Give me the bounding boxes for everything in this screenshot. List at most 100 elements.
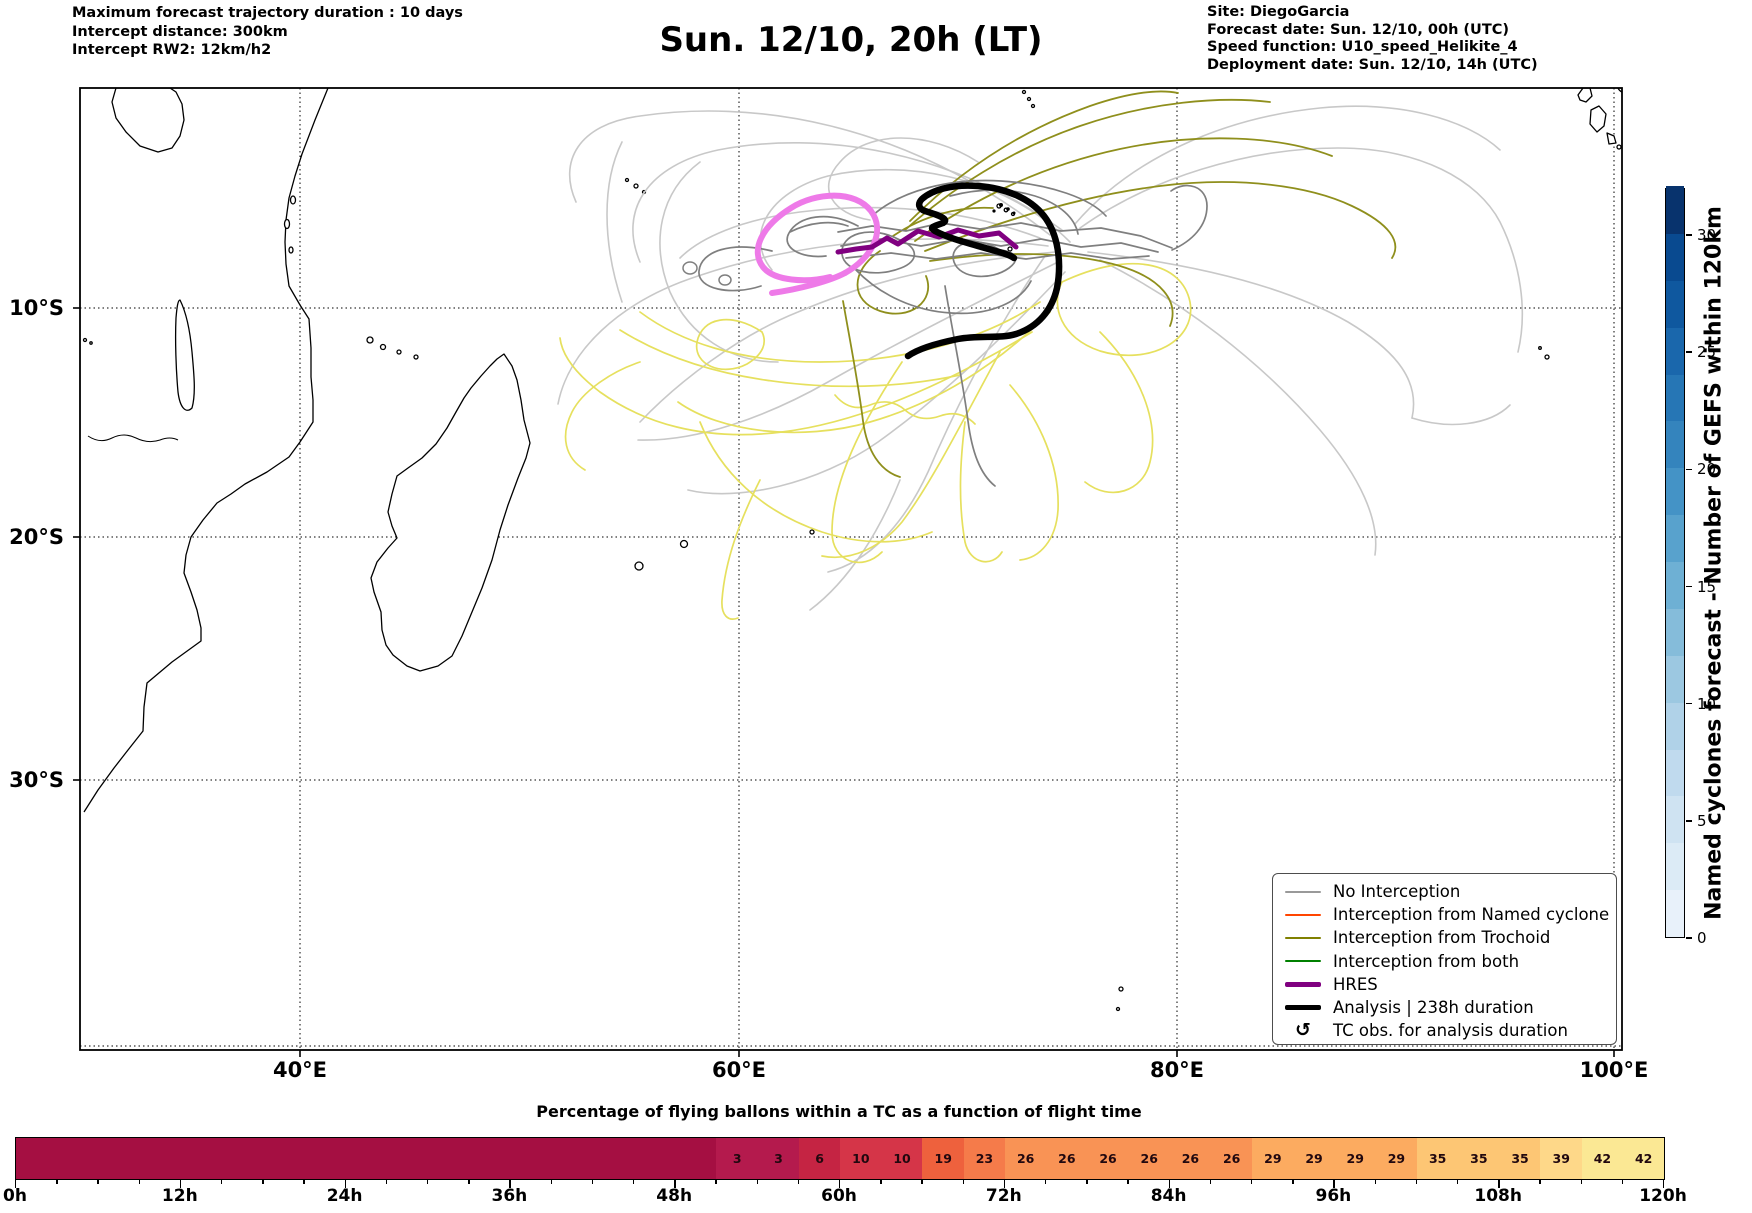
siberut-island: [1589, 105, 1607, 133]
legend-label: Interception from Trochoid: [1333, 928, 1551, 948]
header-left-line-1: Maximum forecast trajectory duration : 1…: [72, 5, 463, 21]
trajectory-no-interception-light: [827, 255, 1046, 573]
trajectory-trochoid-olive: [842, 300, 901, 478]
reunion-island: [634, 561, 644, 571]
bottom-bar-cell: 23: [963, 1138, 1006, 1179]
bottom-bar-cell-value: 35: [1428, 1151, 1447, 1166]
trajectory-no-interception-dark: [682, 261, 698, 275]
legend-row: HRES: [1285, 973, 1606, 996]
bottom-bar-tick: [221, 1179, 223, 1184]
bottom-bar-tick: [674, 1179, 676, 1188]
header-left: Maximum forecast trajectory duration : 1…: [72, 4, 463, 60]
bottom-bar-cell: [386, 1138, 429, 1179]
bottom-bar-cell: 35: [1416, 1138, 1459, 1179]
legend-label: TC obs. for analysis duration: [1333, 1021, 1568, 1041]
amsterdam-island: [1118, 986, 1124, 992]
hour-tick-label: 48h: [656, 1186, 693, 1206]
colorbar-tick: [1686, 234, 1692, 236]
tc-obs-icon: ↺: [1285, 1021, 1321, 1040]
bottom-bar-cell: 42: [1581, 1138, 1624, 1179]
header-right: Site: DiegoGarcia Forecast date: Sun. 12…: [1207, 4, 1538, 74]
bottom-bar-cell: 35: [1458, 1138, 1500, 1179]
colorbar-tick-label: 10: [1697, 694, 1717, 713]
bottom-bar-cell: [139, 1138, 182, 1179]
rotate-ccw-icon: ↺: [1295, 1019, 1311, 1042]
colorbar-title: Named cyclones forecast - Number of GEFS…: [1701, 206, 1727, 920]
bottom-bar-cell: [510, 1138, 553, 1179]
legend-label: HRES: [1333, 974, 1378, 994]
bottom-bar-cell: 39: [1540, 1138, 1583, 1179]
page-title: Sun. 12/10, 20h (LT): [659, 20, 1043, 60]
bottom-bar-tick: [1209, 1179, 1212, 1184]
colorbar-segment: [1666, 467, 1684, 516]
colorbar-segment: [1666, 561, 1684, 609]
map-frame: [79, 87, 1623, 1051]
bottom-bar-cell-value: 6: [815, 1151, 824, 1166]
legend-label: No Interception: [1333, 882, 1461, 902]
hour-tick-label: 120h: [1639, 1186, 1687, 1206]
colorbar-tick-label: 15: [1697, 577, 1717, 596]
bottom-bar-cell-value: 29: [1305, 1151, 1323, 1166]
legend-line-sample: [1285, 890, 1321, 893]
trajectory-no-interception-dark: [855, 269, 1032, 315]
trajectory-extra-track-magenta: [754, 192, 881, 284]
legend-label: Interception from both: [1333, 951, 1520, 971]
colorbar-segment: [1666, 889, 1684, 937]
colorbar-segment: [1666, 514, 1684, 562]
trajectory-no-interception-dark: [944, 285, 996, 487]
bottom-bar-tick: [1374, 1179, 1376, 1184]
bottom-bar-tick: [962, 1179, 964, 1184]
bottom-bar-tick: [1003, 1179, 1006, 1188]
bottom-bar-cell-value: 26: [1016, 1151, 1035, 1166]
bottom-bar-cell-value: 10: [893, 1151, 911, 1166]
colorbar-segment: [1666, 702, 1684, 750]
colorbar-segment: [1666, 842, 1684, 891]
header-left-line-3: Intercept RW2: 12km/h2: [72, 42, 272, 58]
colorbar-tick-label: 20: [1697, 460, 1717, 479]
trajectory-trochoid-yellow: [559, 331, 1033, 436]
trajectory-no-interception-light: [1087, 251, 1415, 419]
trajectory-no-interception-light: [659, 161, 779, 363]
bottom-bar-cell: [428, 1138, 470, 1179]
bottom-bar-tick: [1415, 1179, 1418, 1184]
bottom-bar-tick: [97, 1179, 99, 1184]
zanzibar-island: [283, 218, 291, 230]
trajectory-trochoid-yellow: [1009, 384, 1059, 561]
trajectory-trochoid-yellow: [639, 301, 1041, 363]
bottom-bar-tick: [1539, 1179, 1541, 1184]
bottom-bar-tick: [1086, 1179, 1088, 1184]
legend-label: Interception from Named cyclone: [1333, 905, 1610, 925]
trajectory-no-interception-light: [568, 110, 1051, 236]
bottom-bar-cell-value: 42: [1634, 1151, 1653, 1166]
hour-tick-label: 36h: [491, 1186, 528, 1206]
trajectory-no-interception-dark: [871, 179, 1107, 217]
bottom-bar-cell: 6: [798, 1138, 841, 1179]
mafia-island: [288, 246, 294, 254]
trajectory-trochoid-yellow: [959, 421, 1003, 563]
bottom-bar-cell: [263, 1138, 305, 1179]
bottom-bar-cell: 26: [1004, 1138, 1047, 1179]
colorbar-tick: [1686, 468, 1692, 471]
bottom-bar-cell: [469, 1138, 511, 1179]
legend-row: ↺ TC obs. for analysis duration: [1285, 1019, 1606, 1042]
bottom-bar-cell: 3: [716, 1138, 759, 1179]
bottom-bar-cell-value: 26: [1222, 1151, 1241, 1166]
bottom-bar: 3 3 6 10 10 19 23 26 26 26 26 26 26 29 29 29 29 35 35 35 39 4…: [15, 1137, 1665, 1180]
colorbar-tick: [1686, 820, 1692, 822]
bottom-bar-cell: 26: [1046, 1138, 1088, 1179]
africa-coastline: [83, 88, 329, 813]
bottom-bar-tick: [1251, 1179, 1253, 1184]
hour-tick-label: 12h: [161, 1186, 198, 1206]
zambezi-river: [87, 434, 179, 443]
bottom-bar-tick: [797, 1179, 800, 1184]
trajectory-trochoid-yellow: [619, 329, 961, 388]
legend-line-sample: [1285, 1005, 1321, 1011]
bottom-bar-tick: [303, 1179, 305, 1184]
colorbar-segment: [1666, 233, 1684, 281]
pagai-island: [1616, 144, 1622, 150]
bottom-bar-tick: [756, 1179, 758, 1184]
colorbar-segment: [1666, 795, 1684, 844]
trajectory-no-interception-dark: [1170, 184, 1208, 251]
colorbar-segment: [1666, 420, 1684, 469]
bottom-bar-cell-value: 35: [1511, 1151, 1529, 1166]
